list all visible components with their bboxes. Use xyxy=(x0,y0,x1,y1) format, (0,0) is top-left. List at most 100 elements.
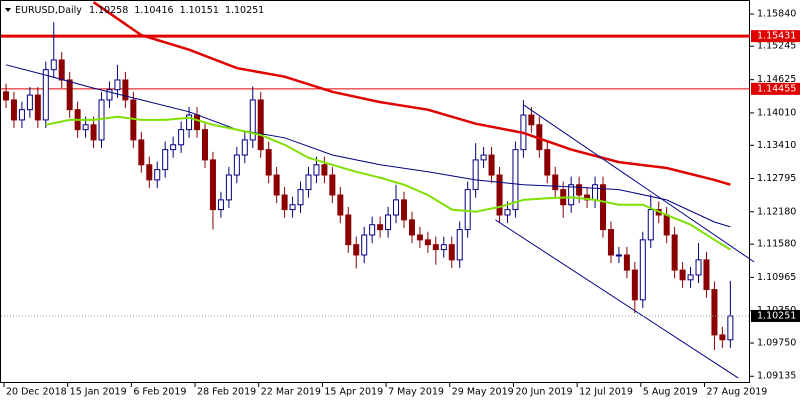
candle-body xyxy=(385,214,392,231)
candle-body xyxy=(607,229,614,256)
candle-body xyxy=(26,94,33,111)
candle-body xyxy=(162,149,169,171)
candle-body xyxy=(695,259,702,276)
candle-body xyxy=(249,99,256,141)
symbol: EURUSD,Daily xyxy=(15,5,82,16)
x-tick-label: 22 Mar 2019 xyxy=(261,387,321,398)
candle-body xyxy=(711,289,718,336)
candle-body xyxy=(424,239,431,246)
candle-body xyxy=(600,184,606,231)
candle-body xyxy=(568,184,575,206)
candle-body xyxy=(480,154,487,161)
candle-body xyxy=(544,149,551,176)
plot xyxy=(1,1,755,379)
ohlc-open: 1.10258 xyxy=(89,5,128,16)
candle-body xyxy=(663,214,670,236)
last-price-label-bg xyxy=(751,309,800,322)
candle-body xyxy=(106,89,113,101)
candle-body xyxy=(615,254,622,257)
candle-body xyxy=(647,209,654,241)
moving-average xyxy=(5,64,731,228)
candle-body xyxy=(58,59,65,81)
y-tick-label: 1.09135 xyxy=(757,371,796,382)
candle-body xyxy=(146,164,153,181)
candle-body xyxy=(178,129,185,146)
price-level-label-bg xyxy=(751,82,800,95)
y-tick-label: 1.13410 xyxy=(757,140,796,151)
last-price-label: 1.10251 xyxy=(757,310,796,321)
candle-body xyxy=(281,194,288,211)
candle-body xyxy=(194,114,201,131)
y-tick-label: 1.14625 xyxy=(757,74,796,85)
x-tick-label: 20 Jun 2019 xyxy=(515,387,572,398)
candle-body xyxy=(416,234,423,241)
candle-body xyxy=(321,164,328,176)
candle-body xyxy=(464,189,471,231)
moving-average xyxy=(92,1,731,186)
candle-body xyxy=(34,94,41,121)
candle-body xyxy=(337,194,344,216)
candle-body xyxy=(393,199,400,216)
candle-body xyxy=(504,209,511,216)
ohlc-close: 1.10251 xyxy=(225,5,264,16)
moving-average xyxy=(45,115,731,251)
candle-body xyxy=(90,124,97,141)
candle-body xyxy=(82,124,89,131)
candle-body xyxy=(122,79,129,101)
x-tick-label: 5 Aug 2019 xyxy=(643,387,698,398)
candle-body xyxy=(456,229,463,261)
y-tick-label: 1.12795 xyxy=(757,173,796,184)
candle-body xyxy=(233,154,240,176)
candle-body xyxy=(488,154,495,176)
candle-body xyxy=(138,139,145,166)
candle-body xyxy=(727,315,734,341)
candle-body xyxy=(377,224,384,231)
candle-body xyxy=(329,174,336,196)
x-tick-label: 27 Aug 2019 xyxy=(706,387,767,398)
candle-body xyxy=(217,199,224,211)
candle-body xyxy=(273,174,280,196)
price-level-label: 1.15431 xyxy=(757,31,796,42)
candle-body xyxy=(448,244,455,261)
candle-body xyxy=(631,269,638,301)
x-tick-label: 12 Jul 2019 xyxy=(579,387,633,398)
candle-body xyxy=(639,239,646,301)
candle-body xyxy=(432,244,439,251)
y-tick-label: 1.10965 xyxy=(757,272,796,283)
candle-body xyxy=(345,214,352,246)
candle-body xyxy=(241,139,248,156)
ohlc-high: 1.10416 xyxy=(134,5,173,16)
candle-body xyxy=(552,174,559,191)
candle-body xyxy=(687,274,694,281)
y-tick-label: 1.12180 xyxy=(757,206,796,217)
candle-body xyxy=(305,174,312,191)
candle-body xyxy=(576,184,583,196)
x-tick-label: 28 Feb 2019 xyxy=(197,387,256,398)
y-tick-label: 1.14010 xyxy=(757,107,796,118)
candle-body xyxy=(703,259,710,291)
candle-body xyxy=(512,149,519,211)
candle-body xyxy=(671,234,678,271)
candle-body xyxy=(154,169,161,181)
x-tick-label: 20 Dec 2018 xyxy=(6,387,67,398)
channel-line xyxy=(523,104,755,263)
x-tick-label: 6 Feb 2019 xyxy=(133,387,186,398)
candle-body xyxy=(209,159,216,211)
menu-triangle xyxy=(5,8,11,12)
y-tick-label: 1.15840 xyxy=(757,9,796,20)
y-tick-label: 1.15245 xyxy=(757,41,796,52)
candle-body xyxy=(265,149,272,176)
candle-body xyxy=(353,244,360,256)
candle-body xyxy=(225,174,232,201)
candle-body xyxy=(202,129,208,161)
chart-title: EURUSD,Daily 1.10258 1.10416 1.10151 1.1… xyxy=(15,5,264,16)
channel-line xyxy=(495,219,739,379)
candle-body xyxy=(50,59,57,71)
price-level-label-bg xyxy=(751,30,800,43)
candle-body xyxy=(408,219,415,236)
candle-body xyxy=(719,334,726,341)
y-tick-label: 1.11580 xyxy=(757,239,796,250)
price-level-label: 1.14455 xyxy=(757,83,796,94)
candle-body xyxy=(289,204,296,211)
candle-body xyxy=(114,79,121,91)
